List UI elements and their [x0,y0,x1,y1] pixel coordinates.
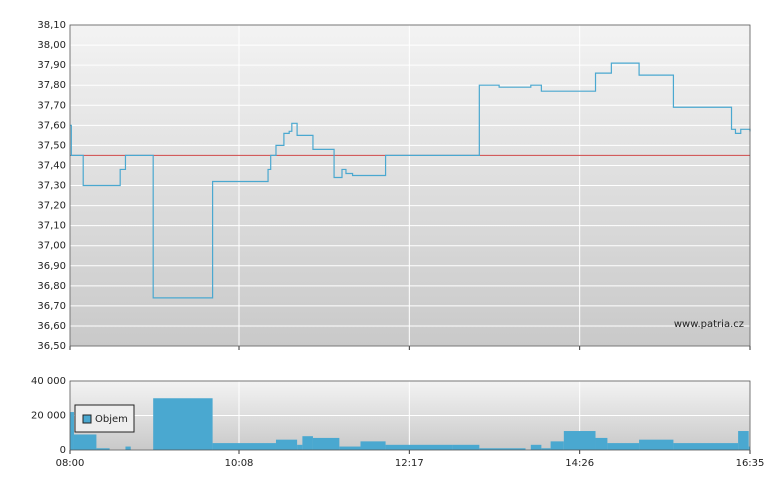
y-tick-label: 37,50 [37,140,66,151]
y-tick-label: 37,70 [37,100,66,111]
volume-bar [673,443,739,450]
x-tick-label: 12:17 [395,458,424,469]
y-tick-label: 40 000 [31,376,66,387]
y-tick-label: 36,70 [37,301,66,312]
volume-bar [212,443,276,450]
volume-bar [339,446,361,450]
x-tick-label: 16:35 [736,458,765,469]
y-tick-label: 37,90 [37,60,66,71]
volume-bar [639,439,674,450]
volume-bar [550,441,564,450]
y-tick-label: 37,80 [37,80,66,91]
legend: Objem [74,404,135,433]
x-tick-label: 14:26 [565,458,594,469]
volume-bar [73,434,97,450]
legend-swatch [82,414,92,424]
volume-bar [738,431,749,450]
y-tick-label: 36,60 [37,321,66,332]
volume-bar [563,431,596,450]
volume-bar [530,444,542,450]
volume-bar [541,448,551,450]
y-tick-label: 37,10 [37,221,66,232]
volume-bar [748,446,750,450]
y-tick-label: 0 [60,445,66,456]
volume-bar [275,439,298,450]
volume-bar [153,398,213,450]
price-line [70,62,751,299]
volume-bar [312,437,340,450]
y-tick-label: 37,30 [37,181,66,192]
layer: 36,50 36,60 36,70 36,80 36,90 37,00 37,10 37,20… [31,20,764,469]
x-tick-label: 08:00 [56,458,85,469]
volume-bar [452,444,480,450]
y-tick-label: 36,90 [37,261,66,272]
volume-bar [607,443,640,450]
volume-bar [385,444,453,450]
watermark: www.patria.cz [674,319,744,330]
y-tick-label: 38,10 [37,20,66,31]
y-tick-label: 20 000 [31,411,66,422]
volume-bar [297,444,303,450]
y-tick-label: 37,40 [37,160,66,171]
volume-bar [302,436,313,450]
plot-frame [69,380,751,451]
volume-bar [70,412,74,450]
y-tick-label: 36,50 [37,341,66,352]
volume-bar [360,441,386,450]
y-tick-label: 38,00 [37,40,66,51]
volume-bar [595,437,608,450]
y-tick-label: 37,60 [37,120,66,131]
volume-bar [96,448,110,450]
y-tick-label: 37,20 [37,201,66,212]
y-tick-label: 37,00 [37,241,66,252]
volume-bar [125,446,131,450]
plot-frame [69,24,751,347]
y-tick-label: 36,80 [37,281,66,292]
x-tick-label: 10:08 [225,458,254,469]
volume-bar [479,448,526,450]
legend-label: Objem [95,414,128,425]
